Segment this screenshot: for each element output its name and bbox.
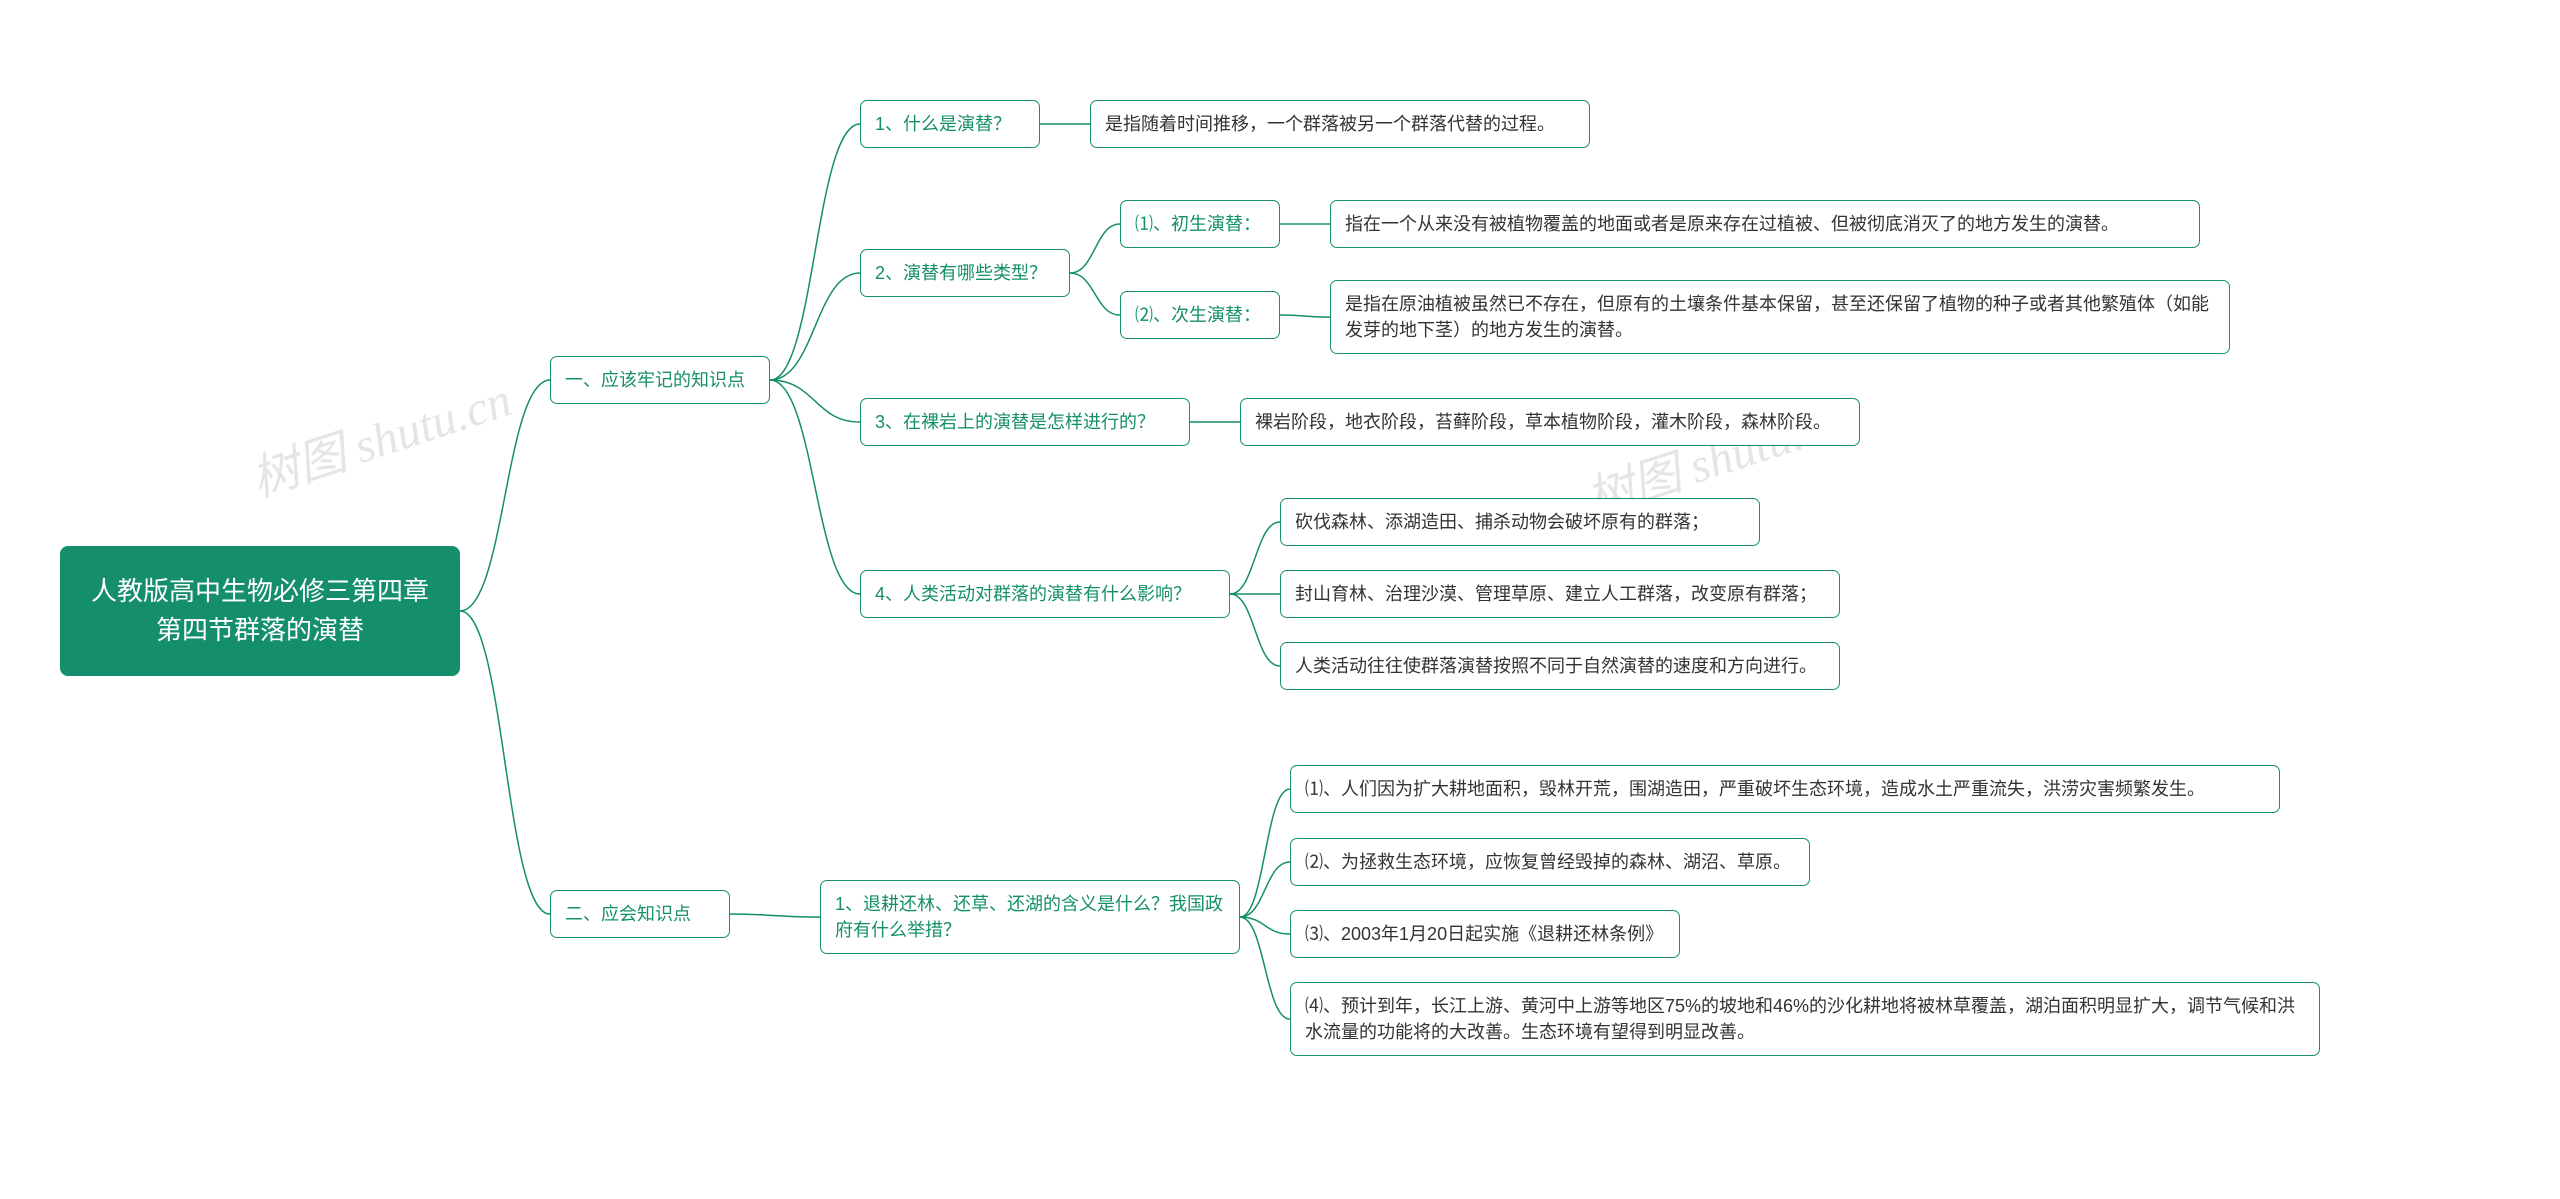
root-line1: 人教版高中生物必修三第四章 (91, 576, 429, 606)
s1-item-4-desc-c[interactable]: 人类活动往往使群落演替按照不同于自然演替的速度和方向进行。 (1280, 642, 1840, 690)
s1-item-2-sub-2-desc[interactable]: 是指在原油植被虽然已不存在，但原有的土壤条件基本保留，甚至还保留了植物的种子或者… (1330, 280, 2230, 354)
root-node[interactable]: 人教版高中生物必修三第四章 第四节群落的演替 (60, 546, 460, 676)
s2-item-1-desc-c[interactable]: ⑶、2003年1月20日起实施《退耕还林条例》 (1290, 910, 1680, 958)
s1-item-1[interactable]: 1、什么是演替？ (860, 100, 1040, 148)
s1-item-2[interactable]: 2、演替有哪些类型？ (860, 249, 1070, 297)
s1-item-4-desc-a[interactable]: 砍伐森林、添湖造田、捕杀动物会破坏原有的群落； (1280, 498, 1760, 546)
s2-item-1-desc-b[interactable]: ⑵、为拯救生态环境，应恢复曾经毁掉的森林、湖沼、草原。 (1290, 838, 1810, 886)
s1-item-1-desc[interactable]: 是指随着时间推移，一个群落被另一个群落代替的过程。 (1090, 100, 1590, 148)
s1-item-2-sub-2[interactable]: ⑵、次生演替： (1120, 291, 1280, 339)
mindmap-canvas: 树图 shutu.cn 树图 shutu.cn 人教版高中生物必修三第四章 第四… (0, 0, 2560, 1199)
section-2[interactable]: 二、应会知识点 (550, 890, 730, 938)
section-1[interactable]: 一、应该牢记的知识点 (550, 356, 770, 404)
s2-item-1-desc-a[interactable]: ⑴、人们因为扩大耕地面积，毁林开荒，围湖造田，严重破坏生态环境，造成水土严重流失… (1290, 765, 2280, 813)
s2-item-1[interactable]: 1、退耕还林、还草、还湖的含义是什么？我国政府有什么举措？ (820, 880, 1240, 954)
s1-item-3[interactable]: 3、在裸岩上的演替是怎样进行的？ (860, 398, 1190, 446)
s1-item-4-desc-b[interactable]: 封山育林、治理沙漠、管理草原、建立人工群落，改变原有群落； (1280, 570, 1840, 618)
s1-item-4[interactable]: 4、人类活动对群落的演替有什么影响？ (860, 570, 1230, 618)
s2-item-1-desc-d[interactable]: ⑷、预计到年，长江上游、黄河中上游等地区75%的坡地和46%的沙化耕地将被林草覆… (1290, 982, 2320, 1056)
watermark-1: 树图 shutu.cn (241, 360, 519, 510)
s1-item-2-sub-1-desc[interactable]: 指在一个从来没有被植物覆盖的地面或者是原来存在过植被、但被彻底消灭了的地方发生的… (1330, 200, 2200, 248)
s1-item-2-sub-1[interactable]: ⑴、初生演替： (1120, 200, 1280, 248)
s1-item-3-desc[interactable]: 裸岩阶段，地衣阶段，苔藓阶段，草本植物阶段，灌木阶段，森林阶段。 (1240, 398, 1860, 446)
root-line2: 第四节群落的演替 (156, 615, 364, 645)
